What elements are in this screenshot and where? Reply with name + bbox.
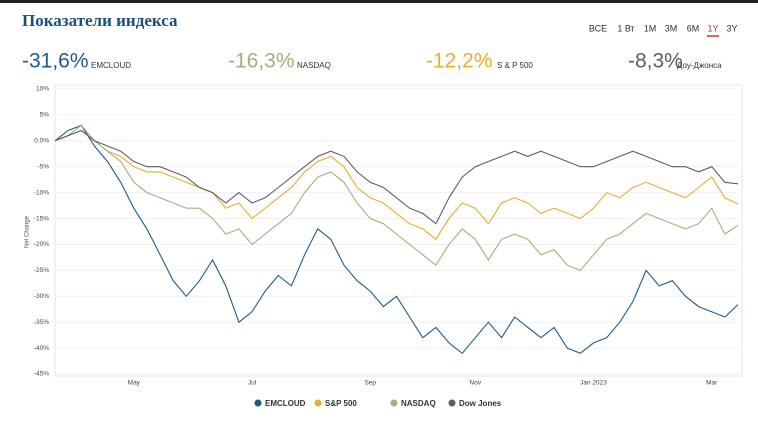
legend-swatch: [254, 399, 262, 407]
y-axis-label: Net Change: [25, 215, 31, 248]
y-tick-label: -45%: [34, 371, 49, 378]
x-tick-label: May: [128, 380, 141, 387]
x-tick-label: Sep: [364, 380, 376, 387]
plot-frame: [54, 84, 743, 377]
series-line: [54, 124, 739, 272]
y-tick-label: -30%: [34, 293, 49, 300]
legend-swatch: [390, 399, 398, 407]
period-button[interactable]: 1M: [644, 23, 657, 33]
legend-label: Dow Jones: [459, 399, 502, 408]
period-button[interactable]: 3M: [665, 23, 678, 33]
x-tick-label: Mar: [706, 380, 718, 387]
y-tick-label: -35%: [34, 319, 49, 326]
period-button[interactable]: ВСЕ: [589, 23, 607, 33]
period-button[interactable]: 1Y: [707, 23, 718, 33]
y-tick-label: 0.0%: [34, 138, 49, 145]
y-tick-label: -15%: [34, 215, 49, 222]
page-title: Показатели индекса: [22, 11, 178, 30]
legend-label: NASDAQ: [401, 399, 436, 408]
stat-change: -8,3%: [628, 50, 683, 73]
x-tick-label: Nov: [470, 380, 482, 387]
stat-change: -31,6%: [22, 50, 89, 73]
legend-label: EMCLOUD: [265, 399, 306, 408]
y-tick-label: -10%: [34, 189, 49, 196]
x-tick-label: Jul: [248, 380, 257, 387]
y-tick-label: 5%: [40, 112, 50, 119]
y-tick-label: 10%: [36, 86, 49, 93]
series-line: [54, 129, 739, 241]
period-button[interactable]: 1 Вт: [617, 23, 634, 33]
stat-name: NASDAQ: [297, 61, 331, 70]
y-tick-label: -20%: [34, 241, 49, 248]
legend-swatch: [314, 399, 322, 407]
x-tick-label: Jan 2023: [580, 380, 607, 387]
stat-name: EMCLOUD: [91, 61, 131, 70]
y-tick-label: -25%: [34, 267, 49, 274]
legend-label: S&P 500: [325, 399, 357, 408]
legend-swatch: [448, 399, 456, 407]
stat-name: S & P 500: [497, 61, 533, 70]
stat-change: -16,3%: [228, 50, 295, 73]
y-tick-label: -5%: [37, 163, 49, 170]
series-line: [54, 124, 739, 355]
top-bar: [0, 0, 758, 3]
stat-name: Доу-Джонса: [677, 61, 722, 70]
period-button[interactable]: 3Y: [726, 23, 737, 33]
stat-change: -12,2%: [426, 50, 493, 73]
y-tick-label: -40%: [34, 345, 49, 352]
period-button[interactable]: 6M: [687, 23, 700, 33]
series-line: [54, 129, 739, 225]
